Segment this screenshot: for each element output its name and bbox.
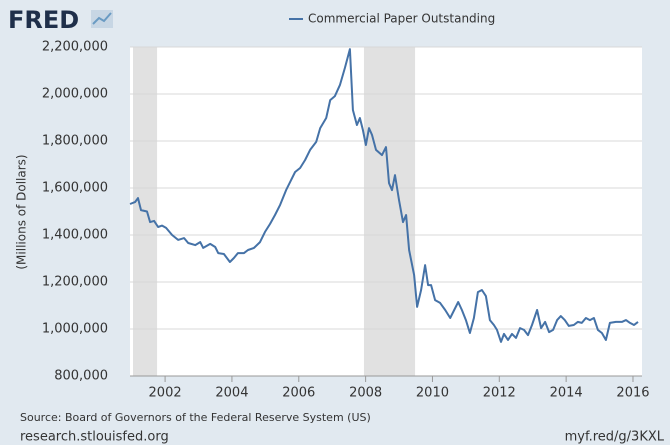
x-tick-label: 2010 [416,386,449,401]
footer-link[interactable]: myf.red/g/3KXL [565,430,665,445]
y-tick-label: 2,200,000 [42,40,108,55]
legend-label: Commercial Paper Outstanding [308,12,495,26]
x-tick-label: 2014 [550,386,583,401]
y-tick-label: 800,000 [54,369,108,384]
x-tick-label: 2002 [149,386,182,401]
y-tick-label: 1,400,000 [42,228,108,243]
footer-link[interactable]: research.stlouisfed.org [20,430,169,445]
logo-icon [91,10,113,28]
source: Source: Board of Governors of the Federa… [20,411,371,424]
y-tick-label: 1,200,000 [42,275,108,290]
data-line [129,48,639,343]
y-axis-label: (Millions of Dollars) [15,154,29,269]
x-tick-label: 2016 [616,386,649,401]
y-tick-label: 1,800,000 [42,134,108,149]
x-tick-label: 2008 [349,386,382,401]
x-tick-label: 2012 [483,386,516,401]
y-tick-label: 1,600,000 [42,181,108,196]
y-tick-label: 2,000,000 [42,87,108,102]
y-tick-label: 1,000,000 [42,322,108,337]
recession-band [363,47,416,376]
x-tick-label: 2004 [215,386,248,401]
x-tick-label: 2006 [282,386,315,401]
logo: FRED [8,6,79,34]
